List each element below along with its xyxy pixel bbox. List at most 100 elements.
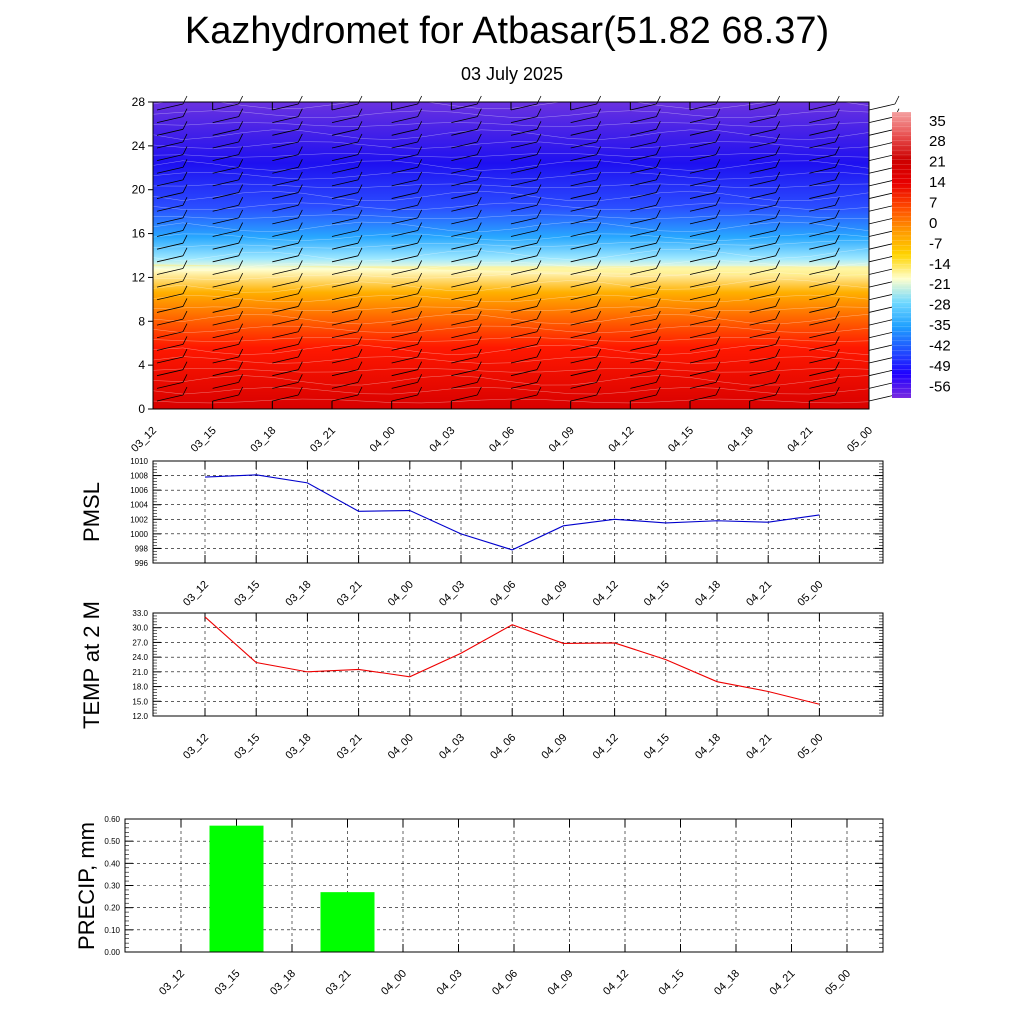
- wind-barb: [212, 381, 239, 389]
- wind-barb-flag: [596, 209, 602, 219]
- wind-barb-flag: [182, 348, 188, 358]
- wind-barb: [156, 103, 184, 111]
- wind-barb: [689, 394, 717, 402]
- wind-barb-flag: [715, 209, 721, 219]
- y-tick-label: 15.0: [132, 697, 148, 706]
- x-tick-label: 04_21: [768, 968, 798, 998]
- wind-barb-flag: [238, 272, 244, 282]
- wind-barb: [510, 242, 538, 250]
- x-tick-label: 04_03: [437, 579, 467, 609]
- wind-barb-flag: [596, 121, 602, 130]
- wind-barb: [689, 230, 717, 237]
- wind-barb-flag: [476, 285, 482, 294]
- wind-barb-flag: [834, 121, 840, 130]
- contour-line: [152, 172, 870, 180]
- wind-barb-flag: [596, 310, 602, 320]
- wind-barb: [630, 318, 657, 326]
- wind-barb-flag: [775, 247, 781, 257]
- wind-barb: [212, 331, 239, 339]
- wind-barb-flag: [715, 234, 721, 244]
- wind-barb-flag: [182, 121, 188, 130]
- wind-barb: [391, 242, 418, 250]
- wind-barb: [331, 179, 359, 187]
- contour-line: [152, 214, 870, 219]
- wind-barb: [868, 331, 896, 339]
- wind-barb: [570, 128, 597, 136]
- wind-barb: [391, 356, 418, 364]
- wind-barb: [570, 217, 597, 225]
- wind-barb-flag: [238, 323, 244, 332]
- wind-barb: [510, 217, 538, 225]
- wind-barb-flag: [715, 386, 721, 396]
- x-tick-label: 03_18: [248, 425, 278, 455]
- wind-barb: [809, 369, 836, 377]
- wind-barb-flag: [596, 133, 602, 143]
- wind-barb: [868, 318, 896, 326]
- wind-barb-flag: [834, 348, 840, 358]
- wind-barb-flag: [596, 171, 602, 181]
- wind-barb-flag: [238, 95, 244, 105]
- wind-barb: [272, 141, 299, 149]
- wind-barb-flag: [357, 348, 363, 358]
- wind-barb-flag: [238, 209, 244, 219]
- wind-barb: [451, 268, 478, 275]
- wind-barb: [689, 204, 717, 212]
- plot-frame: [152, 460, 884, 564]
- wind-barb-flag: [775, 361, 781, 370]
- wind-barb: [570, 242, 597, 250]
- wind-barb: [809, 331, 836, 339]
- wind-barb-flag: [476, 121, 482, 130]
- wind-barb-flag: [834, 310, 840, 320]
- wind-barb-flag: [596, 386, 602, 396]
- x-tick-label: 04_03: [437, 732, 467, 762]
- wind-barb-flag: [715, 184, 721, 193]
- wind-barb: [212, 306, 239, 313]
- wind-barb: [156, 306, 184, 313]
- wind-barb-flag: [536, 260, 542, 269]
- wind-barb: [391, 116, 418, 124]
- wind-barb: [156, 116, 184, 124]
- wind-barb-flag: [297, 323, 303, 332]
- wind-barb: [749, 141, 776, 149]
- wind-barb-flag: [238, 146, 244, 155]
- wind-barb: [391, 103, 418, 111]
- wind-barb-flag: [596, 95, 602, 105]
- wind-barb-flag: [775, 348, 781, 358]
- wind-barb-flag: [655, 310, 661, 320]
- y-tick-label: 27.0: [132, 638, 148, 647]
- wind-barb-flag: [655, 386, 661, 396]
- wind-barb: [391, 344, 418, 351]
- x-tick-label: 04_12: [591, 579, 621, 609]
- wind-barb-flag: [297, 272, 303, 282]
- wind-barb-flag: [596, 108, 602, 117]
- contour-line: [152, 337, 870, 342]
- x-tick-label: 03_15: [232, 732, 262, 762]
- heatmap-panel: 0 4 8 12 16 20 24 28 03_12 03_15 03_18 03_21 04_00 04…: [129, 95, 900, 455]
- wind-barb-flag: [357, 310, 363, 320]
- wind-barb: [868, 344, 896, 351]
- wind-barb-flag: [417, 197, 423, 206]
- wind-barb: [331, 204, 359, 212]
- wind-barb: [510, 141, 538, 149]
- wind-barb-flag: [536, 247, 542, 257]
- wind-barb: [809, 242, 836, 250]
- wind-barb-flag: [536, 209, 542, 219]
- wind-barb: [809, 179, 836, 187]
- wind-barb-flag: [182, 386, 188, 396]
- wind-barb: [272, 116, 299, 124]
- wind-barb: [331, 116, 359, 124]
- y-tick-label: 0: [138, 402, 145, 416]
- wind-barb: [630, 128, 657, 136]
- wind-barb-flag: [596, 159, 602, 168]
- wind-barb-flag: [476, 95, 482, 105]
- x-tick-label: 03_21: [308, 425, 338, 455]
- wind-barb: [331, 242, 359, 250]
- wind-barb: [868, 242, 896, 250]
- wind-barb-flag: [357, 159, 363, 168]
- wind-barb-flag: [182, 197, 188, 206]
- wind-barb: [156, 369, 184, 377]
- wind-barb: [630, 217, 657, 225]
- wind-barb: [156, 217, 184, 225]
- wind-barb: [451, 356, 478, 364]
- wind-barb-flag: [476, 260, 482, 269]
